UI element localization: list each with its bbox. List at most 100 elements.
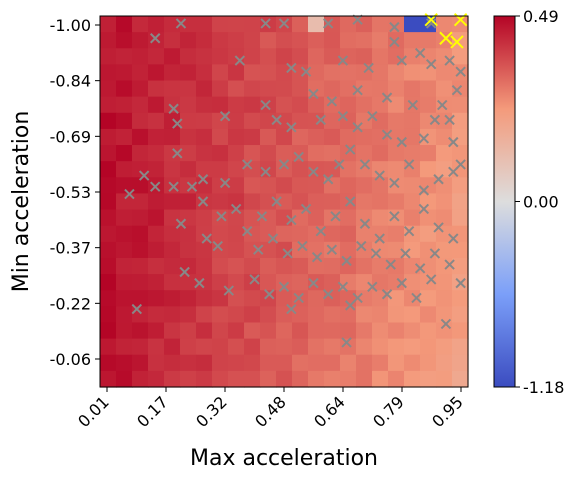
heatmap-cell (196, 145, 213, 162)
heatmap-cell (340, 145, 357, 162)
heatmap-cell (420, 225, 437, 243)
heatmap-cell (404, 80, 421, 98)
heatmap-cell (388, 241, 405, 259)
gray-marker (359, 159, 371, 170)
heatmap-cell (228, 32, 245, 49)
gray-marker (370, 248, 382, 259)
heatmap-cell (420, 193, 437, 211)
heatmap-cell (324, 322, 341, 340)
gray-marker (444, 55, 455, 66)
heatmap-cell (372, 64, 389, 82)
heatmap-cell (324, 96, 341, 114)
heatmap-cell (388, 193, 405, 211)
heatmap-cell (420, 209, 437, 227)
heatmap-cell (388, 338, 405, 356)
heatmap-cell (404, 209, 421, 227)
heatmap-cell (276, 48, 293, 65)
heatmap-cell (420, 290, 437, 307)
gray-marker (359, 218, 371, 229)
gray-marker (168, 181, 179, 192)
heatmap-cell (340, 193, 357, 211)
heatmap-cell (324, 80, 341, 98)
gray-marker (337, 281, 349, 293)
heatmap-cell (340, 80, 357, 98)
heatmap-cell (132, 225, 149, 243)
heatmap-cell (324, 338, 341, 356)
heatmap-cell (452, 306, 469, 324)
heatmap-cell (292, 177, 309, 195)
heatmap-cell (148, 161, 165, 178)
gray-marker (278, 18, 290, 29)
gray-marker (175, 18, 187, 29)
heatmap-cell (244, 48, 261, 65)
heatmap-cell (340, 241, 357, 259)
heatmap-cell (260, 322, 277, 340)
gray-marker (385, 259, 396, 270)
gray-marker (197, 196, 209, 207)
heatmap-cell (164, 241, 181, 259)
heatmap-cell (132, 32, 149, 49)
heatmap-cell (388, 145, 405, 162)
heatmap-cell (324, 161, 341, 178)
heatmap-cell (404, 338, 421, 356)
gray-marker (433, 222, 444, 233)
heatmap-cell (356, 354, 373, 372)
heatmap-cell (228, 128, 245, 146)
heatmap-cell (116, 274, 133, 291)
gray-marker (418, 185, 430, 196)
gray-marker (396, 136, 407, 148)
heatmap-cell (260, 370, 277, 388)
heatmap-cell (180, 322, 197, 340)
heatmap-cell (372, 338, 389, 356)
heatmap-cell (372, 354, 389, 372)
yellow-marker (450, 35, 464, 49)
x-tick-label: 0.79 (369, 392, 408, 431)
heatmap-cell (116, 64, 133, 82)
heatmap-cell (148, 96, 165, 114)
heatmap-cell (420, 145, 437, 162)
heatmap-cell (116, 80, 133, 98)
yellow-marker (439, 31, 453, 45)
heatmap-cell (292, 306, 309, 324)
heatmap-cell (244, 112, 261, 130)
heatmap-cell (164, 145, 181, 162)
heatmap-cell (340, 96, 357, 114)
x-tick-label: 0.95 (428, 392, 467, 431)
heatmap-cell (436, 193, 453, 211)
heatmap-cell (100, 161, 117, 178)
gray-marker (278, 159, 290, 170)
heatmap-cell (116, 241, 133, 259)
heatmap-cell (372, 225, 389, 243)
heatmap-cell (180, 274, 197, 291)
gray-marker (315, 114, 327, 126)
heatmap-cell (308, 48, 325, 65)
heatmap-cell (276, 161, 293, 178)
heatmap-cell (244, 306, 261, 324)
heatmap-cell (212, 354, 229, 372)
heatmap-cell (356, 338, 373, 356)
heatmap-cell (100, 241, 117, 259)
heatmap-cell (372, 177, 389, 195)
gray-marker (326, 96, 338, 107)
heatmap-cell (308, 257, 325, 275)
heatmap-cell (292, 274, 309, 291)
heatmap-cell (148, 64, 165, 82)
heatmap-cell (436, 241, 453, 259)
heatmap-cell (148, 145, 165, 162)
heatmap-cell (404, 306, 421, 324)
heatmap-cell (308, 354, 325, 372)
heatmap-cell (420, 241, 437, 259)
heatmap-cell (100, 177, 117, 195)
heatmap-cell (260, 16, 277, 33)
heatmap-cell (404, 161, 421, 178)
heatmap-cell (276, 96, 293, 114)
heatmap-cell (356, 16, 373, 33)
heatmap-cell (196, 322, 213, 340)
heatmap-cell (196, 338, 213, 356)
heatmap-cell (324, 145, 341, 162)
gray-marker (322, 18, 334, 29)
heatmap-cell (372, 274, 389, 291)
gray-marker (219, 177, 231, 189)
heatmap-cell (340, 209, 357, 227)
heatmap-cell (292, 241, 309, 259)
